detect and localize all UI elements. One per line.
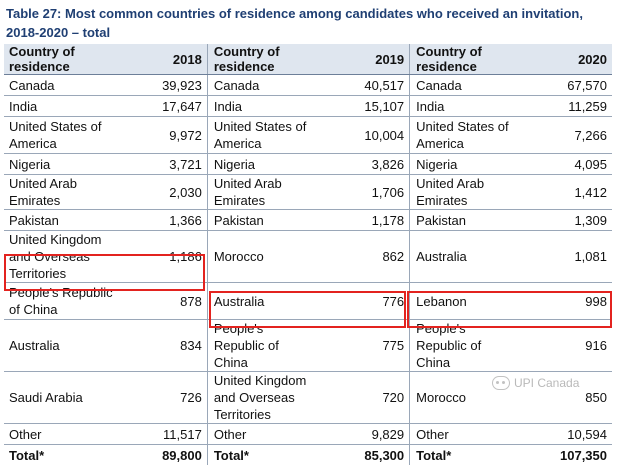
value-cell: 1,412 <box>523 175 612 210</box>
total-value: 89,800 <box>118 445 207 465</box>
total-value: 85,300 <box>321 445 410 465</box>
header-country-2019: Country of residence <box>207 44 320 75</box>
country-cell: Pakistan <box>207 210 320 231</box>
country-cell: Lebanon <box>410 283 523 320</box>
header-2020: 2020 <box>523 44 612 75</box>
table-row: India 17,647 India 15,107 India 11,259 <box>4 96 612 117</box>
value-cell: 1,178 <box>321 210 410 231</box>
value-cell: 834 <box>118 320 207 372</box>
country-cell: United States of America <box>207 117 320 154</box>
value-cell: 862 <box>321 231 410 283</box>
table-row: United States of America 9,972 United St… <box>4 117 612 154</box>
country-cell: Pakistan <box>4 210 118 231</box>
country-cell: India <box>4 96 118 117</box>
country-cell: Nigeria <box>4 154 118 175</box>
value-cell: 776 <box>321 283 410 320</box>
country-cell: United Arab Emirates <box>4 175 118 210</box>
value-cell: 17,647 <box>118 96 207 117</box>
value-cell: 9,829 <box>321 424 410 445</box>
country-cell: Canada <box>4 75 118 96</box>
wechat-icon <box>492 376 510 390</box>
value-cell: 1,309 <box>523 210 612 231</box>
value-cell: 1,081 <box>523 231 612 283</box>
value-cell: 998 <box>523 283 612 320</box>
value-cell: 11,517 <box>118 424 207 445</box>
value-cell: 15,107 <box>321 96 410 117</box>
value-cell: 916 <box>523 320 612 372</box>
country-cell: Other <box>410 424 523 445</box>
total-label: Total* <box>207 445 320 465</box>
value-cell: 10,594 <box>523 424 612 445</box>
invitation-table: Country of residence 2018 Country of res… <box>4 44 612 465</box>
country-cell: Australia <box>410 231 523 283</box>
value-cell: 11,259 <box>523 96 612 117</box>
country-cell: United States of America <box>410 117 523 154</box>
country-cell: India <box>410 96 523 117</box>
value-cell: 775 <box>321 320 410 372</box>
country-cell: Morocco <box>207 231 320 283</box>
table-row: Canada 39,923 Canada 40,517 Canada 67,57… <box>4 75 612 96</box>
value-cell: 3,721 <box>118 154 207 175</box>
value-cell: 2,030 <box>118 175 207 210</box>
country-cell: Nigeria <box>207 154 320 175</box>
table-row: People's Republic of China 878 Australia… <box>4 283 612 320</box>
country-cell: Australia <box>207 283 320 320</box>
country-cell: Other <box>4 424 118 445</box>
country-cell: United Kingdom and Overseas Territories <box>207 372 320 424</box>
header-2019: 2019 <box>321 44 410 75</box>
watermark-text: UPI Canada <box>514 376 579 390</box>
country-cell: People's Republic of China <box>4 283 118 320</box>
value-cell: 4,095 <box>523 154 612 175</box>
total-label: Total* <box>4 445 118 465</box>
country-cell: United States of America <box>4 117 118 154</box>
table-row: United Kingdom and Overseas Territories … <box>4 231 612 283</box>
table-row: Pakistan 1,366 Pakistan 1,178 Pakistan 1… <box>4 210 612 231</box>
table-row: United Arab Emirates 2,030 United Arab E… <box>4 175 612 210</box>
table-title: Table 27: Most common countries of resid… <box>6 4 612 42</box>
value-cell: 1,366 <box>118 210 207 231</box>
country-cell: People's Republic of China <box>207 320 320 372</box>
value-cell: 726 <box>118 372 207 424</box>
country-cell: Canada <box>207 75 320 96</box>
value-cell: 67,570 <box>523 75 612 96</box>
value-cell: 3,826 <box>321 154 410 175</box>
total-row: Total* 89,800 Total* 85,300 Total* 107,3… <box>4 445 612 465</box>
table-row: Other 11,517 Other 9,829 Other 10,594 <box>4 424 612 445</box>
value-cell: 9,972 <box>118 117 207 154</box>
header-row: Country of residence 2018 Country of res… <box>4 44 612 75</box>
country-cell: Canada <box>410 75 523 96</box>
value-cell: 878 <box>118 283 207 320</box>
total-label: Total* <box>410 445 523 465</box>
header-country-2018: Country of residence <box>4 44 118 75</box>
country-cell: Pakistan <box>410 210 523 231</box>
value-cell: 720 <box>321 372 410 424</box>
country-cell: Nigeria <box>410 154 523 175</box>
country-cell: People's Republic of China <box>410 320 523 372</box>
country-cell: Saudi Arabia <box>4 372 118 424</box>
country-cell: United Arab Emirates <box>410 175 523 210</box>
value-cell: 1,186 <box>118 231 207 283</box>
total-value: 107,350 <box>523 445 612 465</box>
value-cell: 39,923 <box>118 75 207 96</box>
value-cell: 7,266 <box>523 117 612 154</box>
value-cell: 10,004 <box>321 117 410 154</box>
table-row: Nigeria 3,721 Nigeria 3,826 Nigeria 4,09… <box>4 154 612 175</box>
country-cell: United Kingdom and Overseas Territories <box>4 231 118 283</box>
header-country-2020: Country of residence <box>410 44 523 75</box>
value-cell: 40,517 <box>321 75 410 96</box>
country-cell: Australia <box>4 320 118 372</box>
country-cell: Other <box>207 424 320 445</box>
watermark: UPI Canada <box>492 376 579 390</box>
table-row: Australia 834 People's Republic of China… <box>4 320 612 372</box>
header-2018: 2018 <box>118 44 207 75</box>
country-cell: United Arab Emirates <box>207 175 320 210</box>
value-cell: 1,706 <box>321 175 410 210</box>
country-cell: India <box>207 96 320 117</box>
